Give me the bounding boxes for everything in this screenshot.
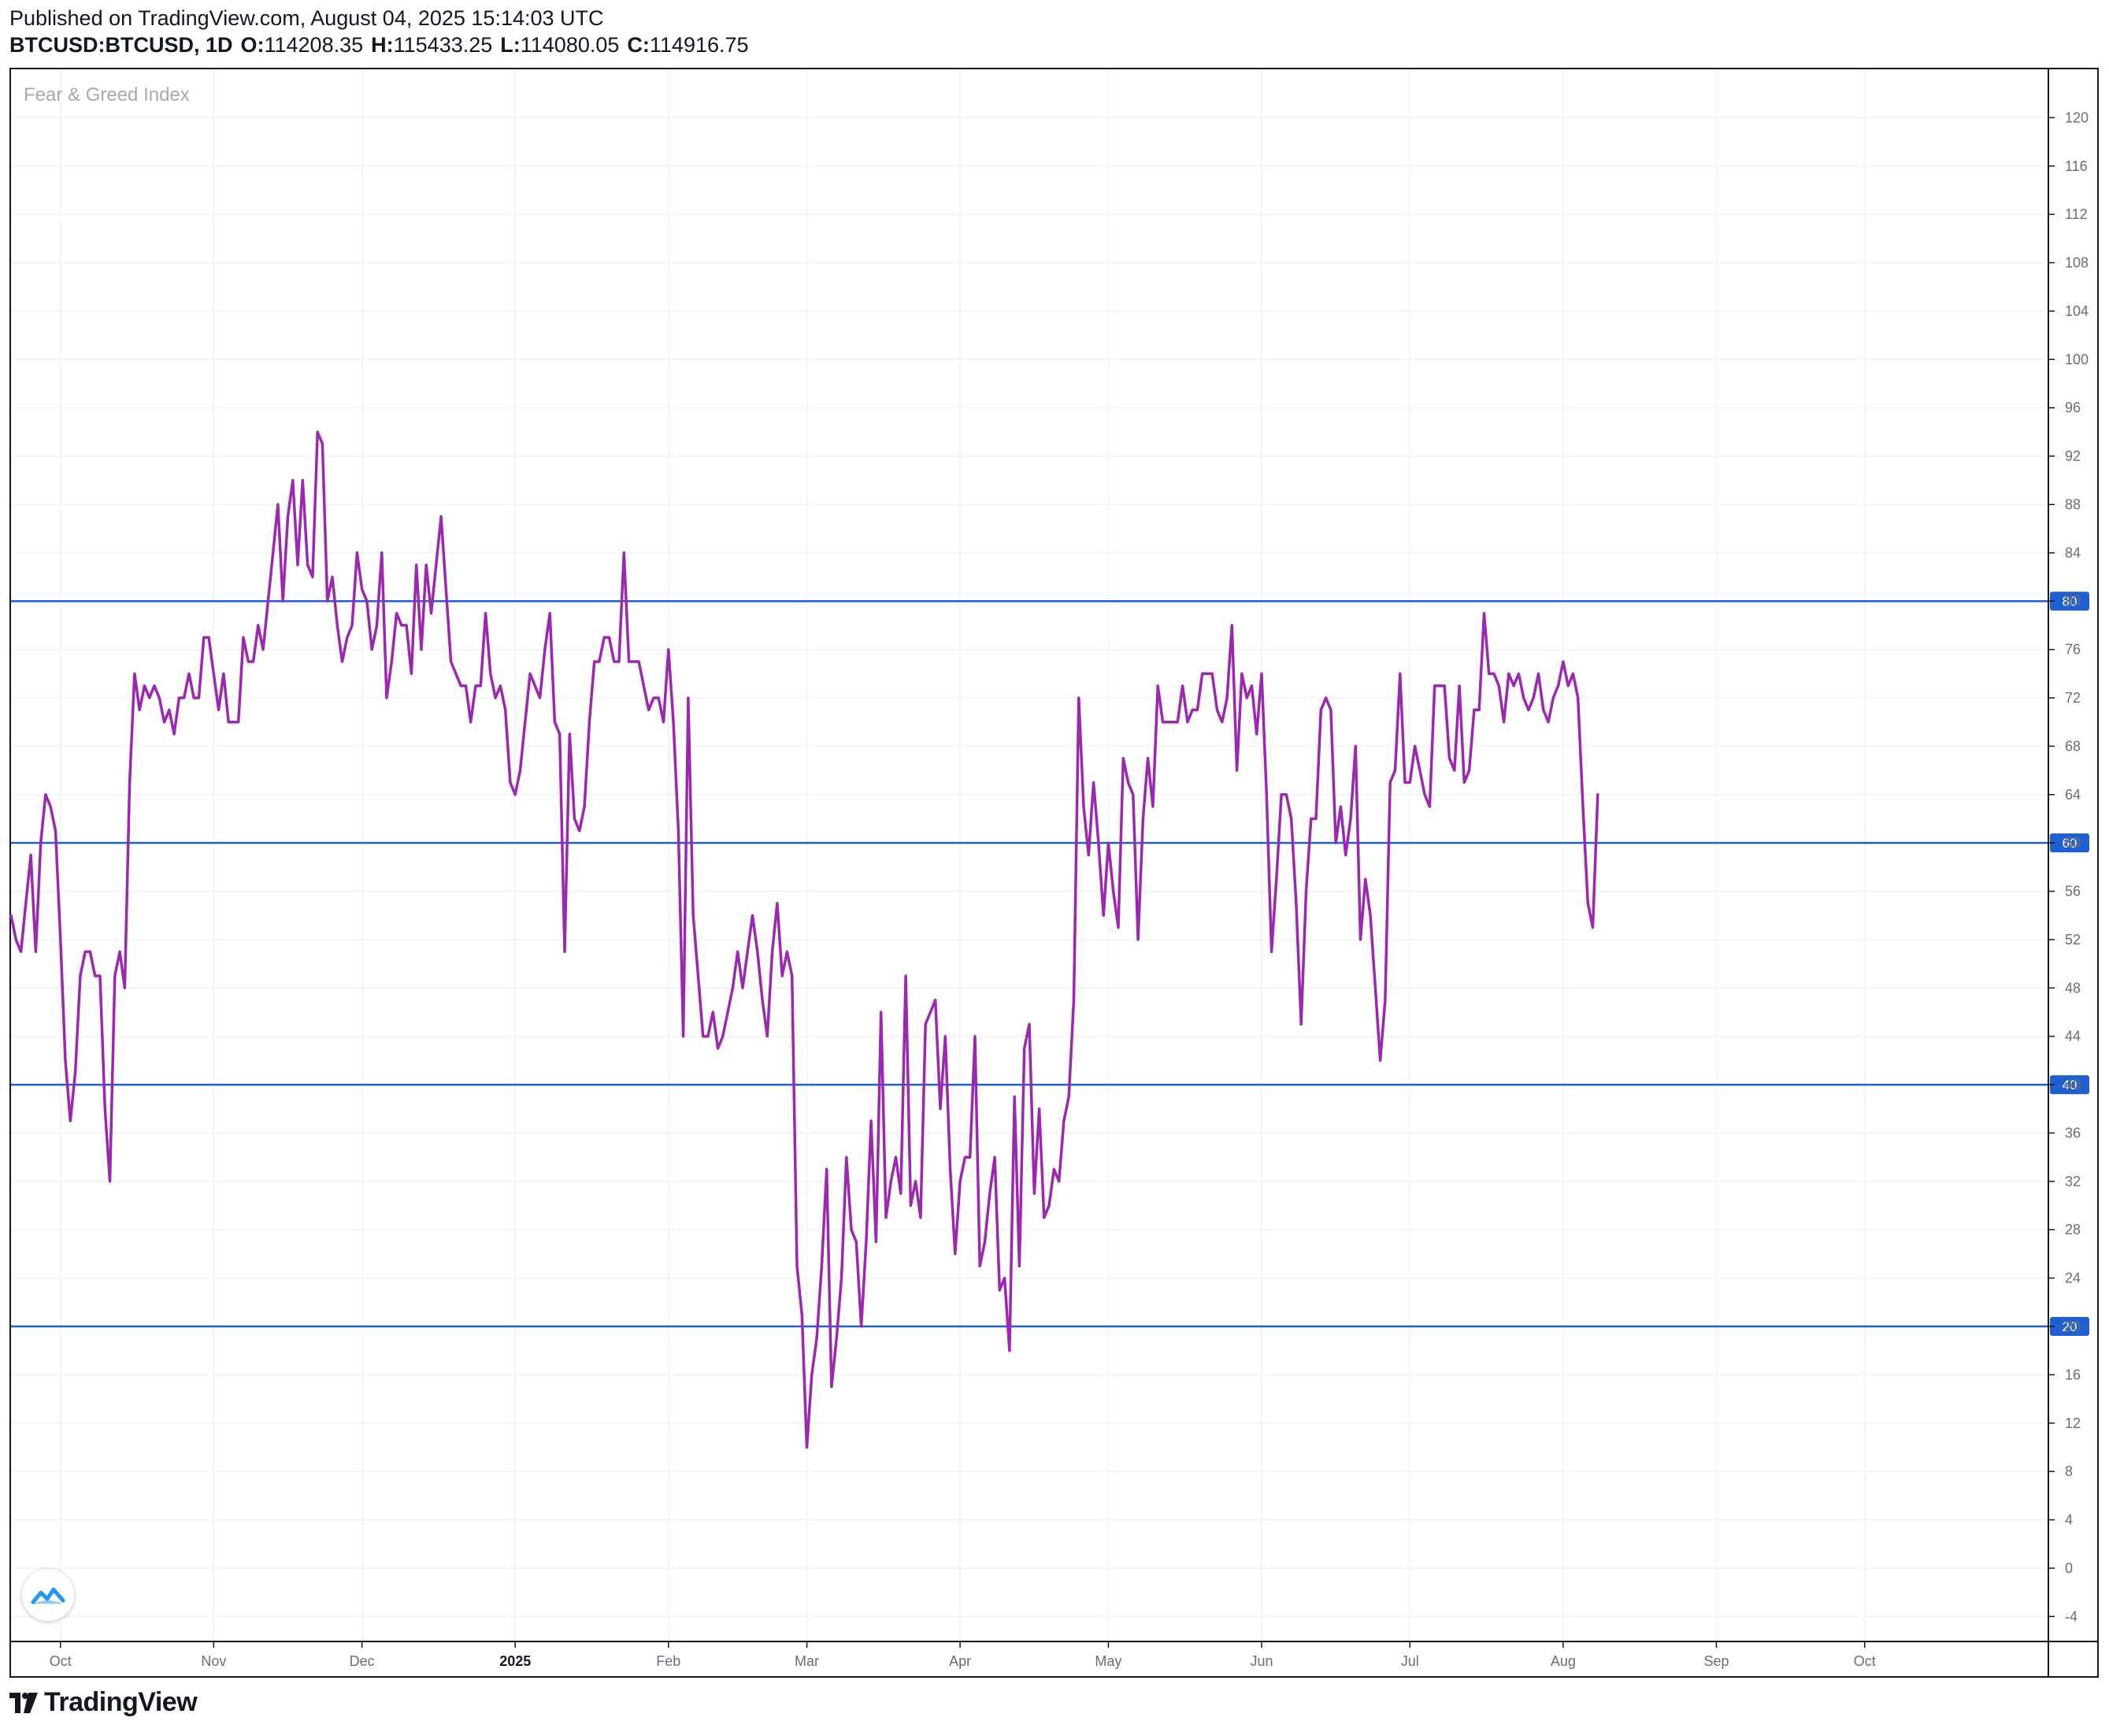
- y-tick-label: 16: [2065, 1367, 2081, 1382]
- cloud-logo-icon: [31, 1587, 65, 1604]
- x-tick-label: Apr: [949, 1653, 971, 1669]
- price-scale[interactable]: -404812162024283236404448525660646872768…: [2048, 109, 2089, 1624]
- tradingview-logo-button[interactable]: [22, 1569, 74, 1621]
- x-tick-label: Sep: [1703, 1653, 1729, 1669]
- y-tick-label: 104: [2065, 303, 2089, 319]
- level-lines: 80 60 40 20: [11, 592, 2089, 1336]
- x-tick-label: May: [1095, 1653, 1121, 1669]
- x-tick-label: Dec: [350, 1653, 375, 1669]
- y-tick-label: 60: [2065, 835, 2081, 851]
- symbol-label: BTCUSD:BTCUSD, 1D: [9, 33, 233, 57]
- tradingview-logo-icon: [9, 1692, 38, 1713]
- low-label: L:: [500, 33, 521, 57]
- high-value: 115433.25: [393, 33, 493, 57]
- y-tick-label: 92: [2065, 448, 2081, 464]
- level-badge: [2050, 592, 2089, 611]
- brand-name: TradingView: [44, 1687, 198, 1717]
- x-tick-label: Aug: [1551, 1653, 1576, 1669]
- open-value: 114208.35: [264, 33, 364, 57]
- y-tick-label: 56: [2065, 884, 2081, 900]
- level-badge: [2050, 833, 2089, 853]
- y-tick-label: 8: [2065, 1463, 2073, 1479]
- level-badge-label: 40: [2063, 1078, 2077, 1092]
- y-tick-label: 44: [2065, 1029, 2081, 1044]
- close-label: C:: [627, 33, 650, 57]
- pane-border: [9, 68, 2099, 1678]
- y-tick-label: 36: [2065, 1125, 2081, 1141]
- y-tick-label: 112: [2065, 206, 2088, 222]
- brand-footer[interactable]: TradingView: [9, 1687, 198, 1718]
- series-line: [9, 430, 1599, 1449]
- y-tick-label: 88: [2065, 496, 2081, 512]
- close-value: 114916.75: [649, 33, 749, 57]
- pane-title: Fear & Greed Index: [24, 84, 190, 106]
- y-tick-label: 52: [2065, 932, 2081, 948]
- x-tick-label: Mar: [795, 1653, 819, 1669]
- y-tick-label: 40: [2065, 1077, 2081, 1092]
- ohlc-line: BTCUSD:BTCUSD, 1D O:114208.35 H:115433.25 L…: [9, 32, 749, 58]
- x-tick-label: Nov: [201, 1653, 226, 1669]
- level-badge: [2050, 1075, 2089, 1095]
- y-tick-label: 116: [2065, 158, 2088, 174]
- published-line: Published on TradingView.com, August 04,…: [9, 6, 604, 30]
- level-badge: [2050, 1317, 2089, 1336]
- y-tick-label: 0: [2065, 1560, 2073, 1576]
- open-label: O:: [240, 33, 265, 57]
- fear-greed-series: [9, 430, 1599, 1449]
- x-tick-label: Feb: [656, 1653, 680, 1669]
- y-tick-label: -4: [2065, 1608, 2077, 1624]
- y-tick-label: 80: [2065, 593, 2081, 609]
- y-tick-label: 4: [2065, 1512, 2073, 1528]
- y-tick-label: 48: [2065, 980, 2081, 996]
- x-tick-label: Jun: [1250, 1653, 1273, 1669]
- level-badge-label: 20: [2063, 1319, 2077, 1334]
- y-tick-label: 108: [2065, 255, 2089, 271]
- x-tick-label: Oct: [50, 1653, 72, 1669]
- y-tick-label: 68: [2065, 738, 2081, 754]
- x-tick-label: 2025: [499, 1653, 531, 1669]
- y-tick-label: 12: [2065, 1415, 2081, 1431]
- high-label: H:: [371, 33, 394, 57]
- y-tick-label: 20: [2065, 1319, 2081, 1334]
- y-tick-label: 120: [2065, 109, 2089, 125]
- x-tick-label: Oct: [1854, 1653, 1876, 1669]
- time-scale[interactable]: Oct Nov Dec 2025 Feb Mar Apr May Jun Jul Aug Sep Oct: [50, 1641, 1876, 1669]
- y-tick-label: 72: [2065, 690, 2081, 706]
- level-badge-label: 60: [2063, 836, 2077, 851]
- level-badge-label: 80: [2063, 594, 2077, 609]
- x-tick-label: Jul: [1401, 1653, 1419, 1669]
- y-tick-label: 64: [2065, 787, 2081, 803]
- y-tick-label: 84: [2065, 545, 2081, 561]
- y-tick-label: 76: [2065, 642, 2081, 658]
- y-tick-label: 24: [2065, 1270, 2081, 1286]
- y-tick-label: 32: [2065, 1174, 2081, 1189]
- y-tick-label: 96: [2065, 400, 2081, 416]
- low-value: 114080.05: [520, 33, 620, 57]
- y-tick-label: 28: [2065, 1222, 2081, 1237]
- y-tick-label: 100: [2065, 351, 2089, 367]
- grid-layer: [11, 69, 2048, 1641]
